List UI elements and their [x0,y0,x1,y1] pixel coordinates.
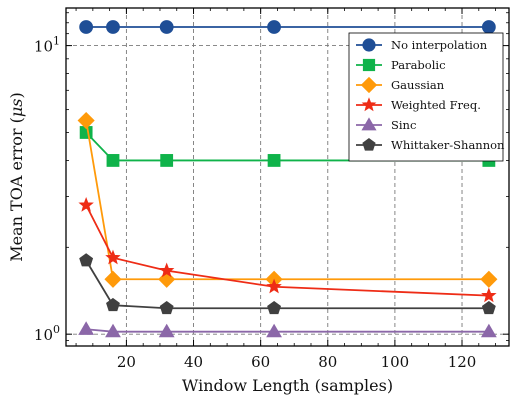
data-point [106,154,120,167]
legend-entry: Gaussian [356,76,445,94]
data-point [481,20,496,34]
legend-marker [361,97,377,112]
legend-label: Sinc [391,118,416,132]
series-weighted-freq- [78,197,497,303]
axis-ticks [66,8,509,346]
data-point [160,154,174,167]
series-gaussian [77,111,498,288]
x-tick-label: 80 [318,353,337,371]
data-point [158,323,175,338]
series-sinc [78,321,497,338]
legend-entry: Whittaker-Shannon [356,138,505,152]
grid-lines [66,8,509,346]
plot-frame [65,7,510,347]
data-point [77,111,95,130]
data-point [481,300,496,315]
legend-marker [360,76,378,94]
data-point [266,323,282,338]
data-point [267,300,282,315]
data-point [481,287,497,303]
data-point [78,321,95,335]
data-point [79,20,94,34]
data-point [266,278,282,294]
legend-box [348,32,504,162]
legend-entry: Weighted Freq. [356,97,481,112]
data-point [106,20,120,34]
tick-labels: 20 40 60 80 100 120 100 101 [34,35,476,371]
legend-marker [362,38,376,52]
data-point [78,197,94,212]
data-point [105,323,121,338]
data-point [158,262,175,278]
legend-label: Weighted Freq. [391,98,481,112]
x-tick-label: 60 [251,353,270,371]
y-axis-label: Mean TOA error (μs) [7,92,26,261]
legend-label: Parabolic [391,58,446,72]
data-point [480,270,498,288]
x-tick-label: 40 [184,353,203,371]
data-point [105,249,121,265]
data-point [106,297,120,312]
series-whittaker-shannon [79,253,496,315]
x-tick-label: 20 [117,353,136,371]
x-axis-label: Window Length (samples) [182,376,393,395]
y-tick-label: 100 [34,323,60,344]
data-point [104,270,122,288]
legend-entry: Sinc [356,117,416,132]
x-tick-label: 120 [448,353,477,371]
data-point [159,20,174,34]
data-point [480,323,497,338]
x-tick-label: 100 [381,353,410,371]
legend-label: No interpolation [391,38,488,52]
legend-marker [361,117,377,131]
legend-entry: Parabolic [356,58,446,72]
legend-label: Gaussian [391,78,445,92]
legend-label: Whittaker-Shannon [391,138,505,152]
data-point [79,253,94,267]
legend: No interpolation Parabolic Gaussian Weighte… [348,32,505,162]
data-point [267,20,281,34]
legend-marker [362,58,376,72]
data-point [159,300,174,315]
series-no-interpolation [79,20,496,34]
y-tick-label: 101 [34,35,60,56]
data-point [267,154,281,167]
legend-marker [362,138,376,151]
legend-entry: No interpolation [356,38,488,52]
